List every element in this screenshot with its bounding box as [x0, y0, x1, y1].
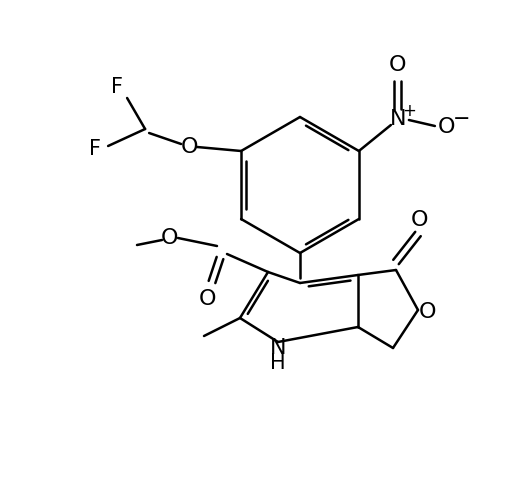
Text: O: O: [438, 117, 456, 137]
Text: N: N: [270, 338, 286, 358]
Text: O: O: [389, 55, 407, 75]
Text: −: −: [453, 109, 470, 129]
Text: O: O: [199, 289, 217, 309]
Text: H: H: [270, 353, 286, 373]
Text: +: +: [402, 102, 416, 120]
Text: O: O: [161, 228, 179, 248]
Text: N: N: [390, 109, 406, 129]
Text: O: O: [411, 210, 429, 230]
Text: O: O: [180, 137, 198, 157]
Text: O: O: [419, 302, 437, 322]
Text: F: F: [111, 77, 123, 97]
Text: F: F: [89, 139, 101, 159]
